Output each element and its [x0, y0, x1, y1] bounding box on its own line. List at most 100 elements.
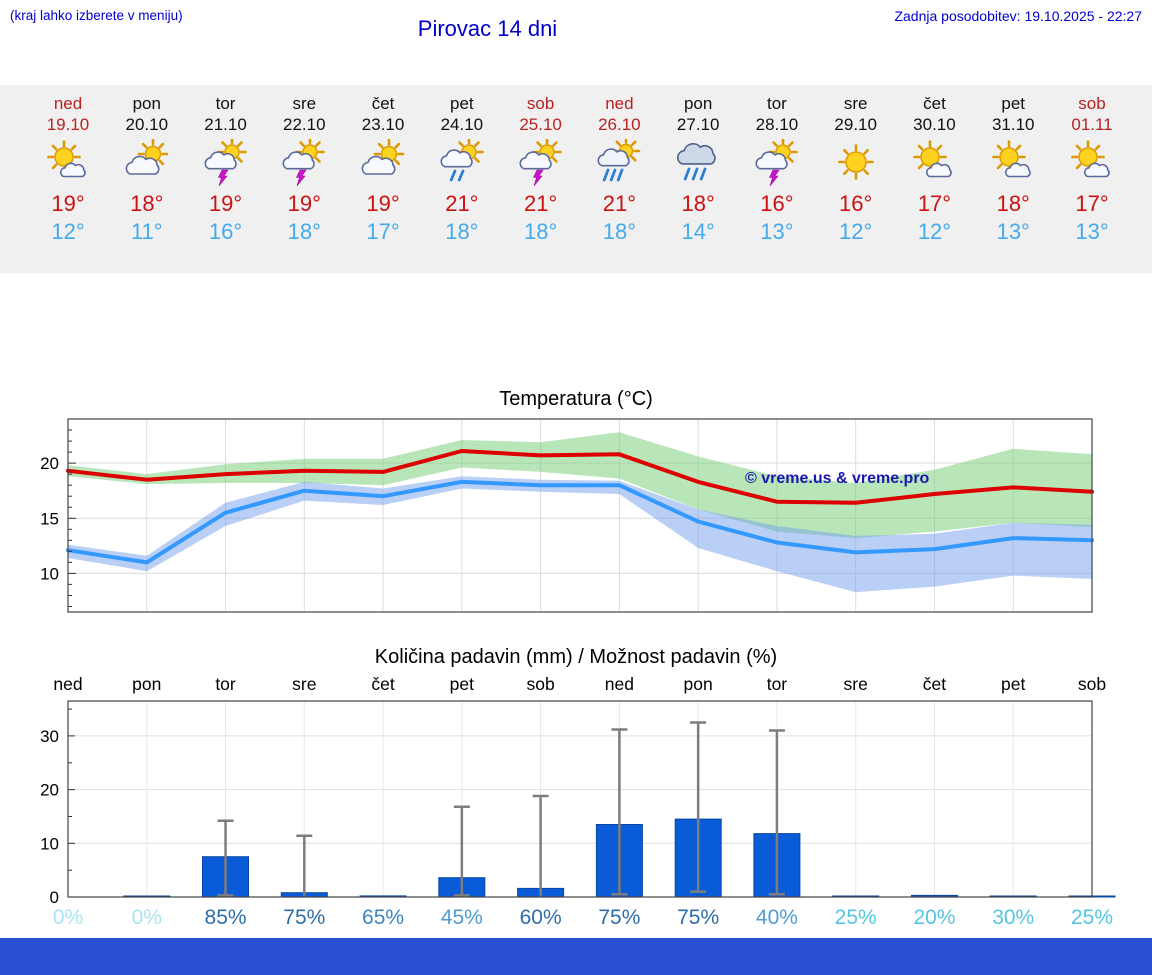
day-low-temp: 12°: [917, 219, 952, 244]
precip-day-labels: ned pon tor sre čet pet sob ned pon tor sre čet pet s…: [0, 674, 1152, 698]
day-high-temp: 17°: [1075, 191, 1109, 216]
forecast-day: pet 31.10 18° 13°: [974, 93, 1053, 245]
partly-sunny-icon: [29, 139, 108, 189]
min-temp-line: [66, 479, 1094, 565]
day-high-temp: 17°: [917, 191, 952, 216]
day-date: 01.11: [1071, 115, 1113, 134]
day-high-temp: 21°: [523, 191, 558, 216]
thunder-sun-icon: [186, 139, 265, 189]
day-date: 24.10: [440, 115, 484, 134]
cloud-sun-icon: [344, 139, 423, 189]
day-date: 31.10: [991, 115, 1035, 134]
watermark-text: © vreme.us & vreme.pro: [745, 470, 930, 487]
precip-day-label: pet: [449, 674, 474, 694]
day-high-temp: 18°: [130, 191, 164, 216]
day-name: sre: [292, 94, 317, 113]
page-title: Pirovac 14 dni: [417, 16, 558, 41]
day-high-temp: 19°: [287, 191, 321, 216]
temp-y-tick-label: 20: [40, 454, 59, 473]
day-name: čet: [923, 94, 946, 113]
temperature-chart-title: Temperatura (°C): [499, 388, 653, 410]
day-date: 22.10: [283, 115, 326, 134]
forecast-day: čet 30.10 17° 12°: [895, 93, 974, 245]
day-high-temp: 16°: [839, 191, 873, 216]
day-name: pet: [450, 94, 474, 113]
precip-day-label: čet: [371, 674, 395, 694]
precipitation-chart-title: Količina padavin (mm) / Možnost padavin …: [374, 646, 778, 668]
footer-bar: [0, 938, 1152, 975]
day-high-temp: 21°: [445, 191, 479, 216]
precip-probability: 85%: [204, 906, 247, 929]
precip-probability: 75%: [598, 906, 641, 929]
menu-hint: (kraj lahko izberete v meniju): [10, 8, 183, 23]
precip-probability: 45%: [440, 906, 483, 929]
day-date: 25.10: [519, 115, 562, 134]
day-low-temp: 12°: [51, 219, 85, 244]
precip-probability: 65%: [362, 906, 405, 929]
day-low-temp: 13°: [996, 219, 1030, 244]
day-name: ned: [53, 94, 83, 113]
forecast-day: čet 23.10 19° 17°: [344, 93, 423, 245]
forecast-day: sre 29.10 16° 12°: [816, 93, 895, 245]
precip-day-label: ned: [604, 674, 634, 694]
precip-y-tick-label: 0: [50, 888, 59, 907]
day-low-temp: 12°: [839, 219, 873, 244]
day-low-temp: 14°: [681, 219, 715, 244]
day-high-temp: 16°: [760, 191, 794, 216]
forecast-day: pet 24.10 21° 18°: [422, 93, 501, 245]
partly-sunny-icon: [1053, 139, 1132, 189]
forecast-day: sre 22.10 19° 18°: [265, 93, 344, 245]
forecast-strip: ned 19.10 19° 12° pon 20.10 18° 11° tor 21.10 19° 1…: [0, 85, 1152, 273]
day-high-temp: 19°: [208, 191, 243, 216]
forecast-day: tor 21.10 19° 16°: [186, 93, 265, 245]
precip-day-label: tor: [766, 674, 788, 694]
precip-y-tick-label: 10: [40, 834, 59, 853]
precip-probability: 60%: [519, 906, 562, 929]
day-date: 20.10: [125, 115, 169, 134]
day-name: čet: [371, 94, 395, 113]
precip-day-label: pet: [1001, 674, 1026, 694]
day-high-temp: 18°: [996, 191, 1030, 216]
temperature-chart: 10 15 20 © vreme.us & vreme.pro: [40, 418, 1094, 613]
day-low-temp: 18°: [445, 219, 479, 244]
precip-day-label: sob: [1077, 674, 1107, 694]
precip-probability: 40%: [755, 906, 798, 929]
min-temp-range-band: [68, 476, 1092, 593]
temp-y-tick-label: 15: [40, 509, 59, 528]
day-name: pet: [1001, 94, 1026, 113]
precip-y-tick-label: 30: [40, 727, 59, 746]
precip-probabilities: 0% 0% 85% 75% 65% 45% 60% 75% 75% 40% 25% 20% 30% 25%: [0, 906, 1152, 934]
day-low-temp: 16°: [208, 219, 243, 244]
precip-probability: 30%: [992, 906, 1035, 929]
forecast-day: tor 28.10 16° 13°: [737, 93, 816, 245]
precip-probability: 75%: [677, 906, 720, 929]
day-date: 26.10: [598, 115, 641, 134]
day-name: tor: [767, 94, 787, 113]
day-name: ned: [605, 94, 634, 113]
thunder-sun-icon: [737, 139, 816, 189]
day-date: 28.10: [755, 115, 799, 134]
day-date: 21.10: [204, 115, 247, 134]
precip-day-label: sre: [843, 674, 868, 694]
day-low-temp: 11°: [130, 219, 163, 244]
day-low-temp: 13°: [760, 219, 794, 244]
precip-probability: 25%: [834, 906, 877, 929]
day-name: pon: [132, 94, 161, 113]
forecast-day: pon 27.10 18° 14°: [659, 93, 738, 245]
last-update: Zadnja posodobitev: 19.10.2025 - 22:27: [894, 8, 1142, 24]
precip-day-label: ned: [53, 674, 83, 694]
heavy-rain-sun-icon: [580, 139, 659, 189]
forecast-day: sob 01.11 17° 13°: [1053, 93, 1132, 245]
forecast-day: ned 26.10 21° 18°: [580, 93, 659, 245]
precip-day-label: sob: [526, 674, 555, 694]
partly-sunny-icon: [974, 139, 1053, 189]
precipitation-chart: 0 10 20 30: [40, 700, 1116, 907]
day-high-temp: 19°: [51, 191, 85, 216]
day-low-temp: 17°: [366, 219, 400, 244]
day-high-temp: 21°: [602, 191, 637, 216]
max-temp-line: [66, 449, 1094, 505]
forecast-day: pon 20.10 18° 11°: [107, 93, 186, 245]
precip-day-label: tor: [215, 674, 236, 694]
precip-day-label: sre: [292, 674, 317, 694]
